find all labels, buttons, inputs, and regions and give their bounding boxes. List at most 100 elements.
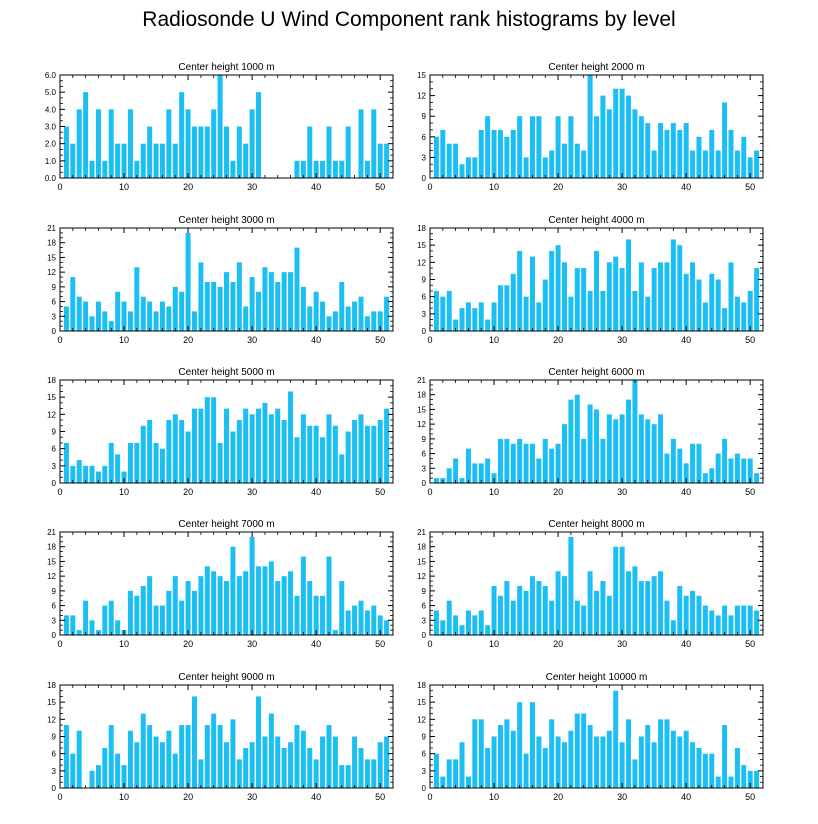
histogram-bar	[275, 408, 281, 483]
y-tick-label: 6	[52, 750, 57, 759]
histogram-bar	[433, 610, 439, 635]
histogram-bar	[587, 571, 593, 635]
histogram-bar	[517, 585, 523, 635]
histogram-bar	[510, 730, 516, 788]
histogram-bar	[446, 290, 452, 331]
histogram-bar	[256, 408, 262, 483]
histogram-bar	[715, 776, 721, 788]
histogram-bar	[345, 306, 351, 331]
histogram-bar	[371, 425, 377, 483]
histogram-bar	[485, 747, 491, 788]
y-tick-label: 4.0	[45, 105, 57, 114]
histogram-bar	[249, 109, 255, 178]
histogram-bar	[523, 296, 529, 331]
histogram-bar	[741, 765, 747, 788]
y-tick-label: 3	[422, 464, 427, 473]
histogram-bar	[204, 126, 210, 178]
histogram-bar	[613, 419, 619, 483]
histogram-bar	[134, 160, 140, 178]
histogram-bar	[561, 262, 567, 331]
histogram-bar	[172, 286, 178, 331]
histogram-bar	[651, 576, 657, 635]
y-tick-label: 18	[417, 224, 426, 233]
histogram-bar	[185, 232, 191, 331]
histogram-bar	[594, 250, 599, 331]
histogram-bar	[89, 465, 95, 483]
histogram-bar	[606, 109, 612, 178]
histogram-bar	[166, 420, 172, 483]
histogram-bar	[127, 730, 133, 788]
y-tick-label: 12	[417, 92, 426, 101]
histogram-bar	[523, 590, 529, 635]
histogram-bar	[300, 414, 306, 483]
histogram-bar	[715, 615, 721, 635]
histogram-bar	[102, 747, 108, 788]
x-tick-label: 0	[57, 639, 62, 649]
y-tick-label: 6	[52, 602, 57, 611]
histogram-bar	[606, 262, 612, 331]
x-tick-label: 20	[553, 182, 563, 192]
histogram-bar	[127, 109, 133, 178]
histogram-bar	[320, 595, 326, 635]
histogram-bar	[728, 129, 734, 178]
histogram-bar	[115, 454, 121, 483]
histogram-bar	[172, 414, 178, 483]
x-tick-label: 20	[183, 639, 193, 649]
x-tick-label: 30	[617, 792, 627, 802]
histogram-bar	[568, 116, 574, 178]
histogram-bar	[722, 308, 728, 331]
histogram-bar	[159, 301, 165, 331]
histogram-bar	[613, 256, 619, 331]
histogram-bar	[536, 736, 542, 788]
histogram-bar	[108, 725, 114, 788]
histogram-bar	[459, 625, 465, 635]
histogram-bar	[459, 478, 465, 483]
histogram-bar	[670, 123, 676, 178]
histogram-bar	[262, 736, 268, 788]
histogram-bar	[384, 736, 390, 788]
histogram-bar	[529, 256, 535, 331]
histogram-bar	[358, 747, 364, 788]
histogram-bar	[440, 129, 446, 178]
histogram-bar	[504, 438, 510, 483]
histogram-bar	[288, 571, 294, 635]
histogram-bar	[555, 245, 561, 331]
histogram-bar	[683, 463, 689, 483]
histogram-bar	[446, 143, 452, 178]
x-tick-label: 50	[375, 487, 385, 497]
histogram-bar	[371, 605, 377, 635]
histogram-bar	[83, 301, 89, 331]
histogram-bar	[352, 301, 358, 331]
histogram-bar	[722, 102, 728, 178]
histogram-bar	[549, 448, 555, 483]
histogram-bar	[696, 595, 702, 635]
histogram-bar	[185, 581, 191, 635]
histogram-bar	[172, 753, 178, 788]
histogram-bar	[198, 262, 204, 331]
histogram-bar	[345, 610, 351, 635]
y-tick-label: 5.0	[45, 88, 57, 97]
x-tick-label: 40	[681, 792, 691, 802]
histogram-bar	[191, 590, 197, 635]
histogram-bar	[594, 409, 599, 483]
histogram-bar	[172, 143, 178, 178]
histogram-bar	[440, 776, 446, 788]
histogram-bar	[651, 150, 657, 178]
histogram-bar	[638, 262, 644, 331]
histogram-bar	[581, 605, 587, 635]
x-tick-label: 30	[617, 335, 627, 345]
histogram-bar	[326, 316, 332, 331]
histogram-bar	[702, 473, 708, 483]
histogram-bar	[268, 414, 274, 483]
histogram-bar	[108, 109, 114, 178]
histogram-bar	[352, 736, 358, 788]
histogram-bar	[300, 286, 306, 331]
histogram-bar	[690, 590, 696, 635]
x-tick-label: 20	[183, 182, 193, 192]
histogram-bar	[709, 129, 715, 178]
x-tick-label: 10	[119, 487, 129, 497]
histogram-bar	[536, 581, 542, 635]
histogram-bar	[185, 109, 191, 178]
histogram-bar	[638, 736, 644, 788]
y-tick-label: 12	[417, 715, 426, 724]
